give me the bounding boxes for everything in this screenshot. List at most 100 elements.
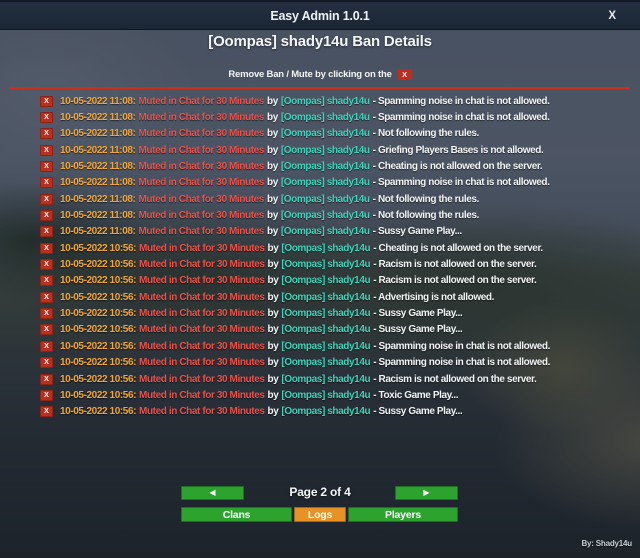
log-action: Muted in Chat for 30 Minutes (138, 112, 265, 124)
log-admin: [Oompas] shady14u (281, 340, 371, 352)
log-timestamp: 10-05-2022 11:08: (60, 226, 136, 238)
log-by: by (266, 112, 278, 124)
log-by: by (267, 389, 279, 401)
remove-ban-button[interactable]: X (40, 161, 53, 173)
log-reason: - Spamming noise in chat is not allowed. (373, 357, 550, 369)
log-by: by (267, 324, 279, 336)
log-action: Muted in Chat for 30 Minutes (139, 357, 265, 369)
log-row: X 10-05-2022 10:56: Muted in Chat for 30… (0, 240, 640, 256)
log-action: Muted in Chat for 30 Minutes (138, 210, 265, 222)
log-admin: [Oompas] shady14u (281, 259, 371, 271)
instruction-text: Remove Ban / Mute by clicking on the (228, 69, 392, 80)
log-timestamp: 10-05-2022 11:08: (60, 210, 136, 222)
prev-page-button[interactable]: ◀ (181, 486, 244, 500)
remove-ban-button[interactable]: X (40, 95, 53, 107)
log-action: Muted in Chat for 30 Minutes (139, 389, 265, 401)
remove-ban-button[interactable]: X (40, 128, 53, 140)
log-reason: - Sussy Game Play... (373, 406, 463, 418)
remove-ban-button[interactable]: X (40, 291, 53, 303)
log-by: by (266, 161, 278, 173)
log-reason: - Not following the rules. (372, 210, 480, 222)
log-action: Muted in Chat for 30 Minutes (139, 308, 265, 320)
log-row: X 10-05-2022 11:08: Muted in Chat for 30… (0, 126, 640, 142)
page-indicator: Page 2 of 4 (289, 485, 351, 499)
remove-ban-button[interactable]: X (40, 177, 53, 189)
log-reason: - Sussy Game Play... (372, 226, 462, 238)
log-timestamp: 10-05-2022 11:08: (60, 95, 136, 107)
log-admin: [Oompas] shady14u (280, 193, 370, 205)
log-reason: - Spamming noise in chat is not allowed. (373, 340, 550, 352)
page-title: [Oompas] shady14u Ban Details (208, 33, 432, 50)
log-by: by (266, 177, 278, 189)
log-timestamp: 10-05-2022 10:56: (60, 357, 137, 369)
log-action: Muted in Chat for 30 Minutes (138, 226, 265, 238)
log-by: by (266, 210, 278, 222)
log-row: X 10-05-2022 10:56: Muted in Chat for 30… (0, 273, 640, 289)
log-reason: - Spamming noise in chat is not allowed. (372, 112, 550, 124)
log-by: by (267, 406, 279, 418)
next-page-button[interactable]: ▶ (395, 486, 458, 500)
remove-ban-button[interactable]: X (40, 144, 53, 156)
log-action: Muted in Chat for 30 Minutes (138, 193, 265, 205)
log-row: X 10-05-2022 11:08: Muted in Chat for 30… (0, 224, 640, 240)
log-reason: - Racism is not allowed on the server. (373, 259, 537, 271)
log-reason: - Griefing Players Bases is not allowed. (372, 144, 544, 156)
log-by: by (266, 128, 278, 140)
log-admin: [Oompas] shady14u (281, 308, 371, 320)
remove-ban-button[interactable]: X (40, 242, 53, 254)
log-timestamp: 10-05-2022 10:56: (60, 259, 137, 271)
log-timestamp: 10-05-2022 10:56: (60, 373, 137, 385)
log-admin: [Oompas] shady14u (281, 242, 371, 254)
log-reason: - Cheating is not allowed on the server. (373, 242, 543, 254)
log-admin: [Oompas] shady14u (281, 389, 371, 401)
log-row: X 10-05-2022 10:56: Muted in Chat for 30… (0, 322, 640, 338)
instruction-row: Remove Ban / Mute by clicking on the X (0, 69, 640, 80)
remove-ban-button[interactable]: X (40, 373, 53, 385)
remove-ban-button[interactable]: X (40, 389, 53, 401)
log-by: by (267, 340, 279, 352)
log-by: by (267, 259, 279, 271)
clans-button[interactable]: Clans (181, 507, 292, 522)
remove-ban-button[interactable]: X (40, 308, 53, 320)
window-title: Easy Admin 1.0.1 (270, 8, 370, 23)
log-timestamp: 10-05-2022 10:56: (60, 242, 137, 254)
log-timestamp: 10-05-2022 10:56: (60, 275, 137, 287)
log-reason: - Advertising is not allowed. (373, 291, 495, 303)
log-action: Muted in Chat for 30 Minutes (138, 177, 265, 189)
log-admin: [Oompas] shady14u (281, 324, 371, 336)
remove-ban-button[interactable]: X (40, 259, 53, 271)
log-admin: [Oompas] shady14u (280, 177, 370, 189)
log-admin: [Oompas] shady14u (280, 112, 370, 124)
remove-ban-button[interactable]: X (40, 406, 53, 418)
remove-ban-button[interactable]: X (40, 112, 53, 124)
log-by: by (267, 373, 279, 385)
log-action: Muted in Chat for 30 Minutes (139, 275, 265, 287)
log-admin: [Oompas] shady14u (281, 357, 371, 369)
log-action: Muted in Chat for 30 Minutes (139, 406, 265, 418)
log-reason: - Not following the rules. (372, 128, 480, 140)
log-row: X 10-05-2022 11:08: Muted in Chat for 30… (0, 207, 640, 223)
log-reason: - Sussy Game Play... (373, 308, 463, 320)
remove-ban-button[interactable]: X (40, 340, 53, 352)
log-action: Muted in Chat for 30 Minutes (139, 259, 265, 271)
remove-ban-button[interactable]: X (40, 357, 53, 369)
log-by: by (266, 95, 278, 107)
close-window-button[interactable]: X (602, 2, 622, 29)
log-admin: [Oompas] shady14u (280, 226, 370, 238)
remove-ban-button[interactable]: X (40, 210, 53, 222)
log-row: X 10-05-2022 10:56: Muted in Chat for 30… (0, 289, 640, 305)
players-button[interactable]: Players (348, 507, 458, 522)
log-row: X 10-05-2022 11:08: Muted in Chat for 30… (0, 93, 640, 109)
remove-ban-button[interactable]: X (40, 275, 53, 287)
remove-ban-button[interactable]: X (40, 226, 53, 238)
log-action: Muted in Chat for 30 Minutes (138, 128, 265, 140)
remove-ban-button[interactable]: X (40, 193, 53, 205)
log-by: by (266, 226, 278, 238)
log-row: X 10-05-2022 10:56: Muted in Chat for 30… (0, 355, 640, 371)
log-admin: [Oompas] shady14u (281, 406, 371, 418)
logs-button[interactable]: Logs (294, 507, 346, 522)
log-reason: - Not following the rules. (372, 193, 480, 205)
remove-ban-button[interactable]: X (40, 324, 53, 336)
